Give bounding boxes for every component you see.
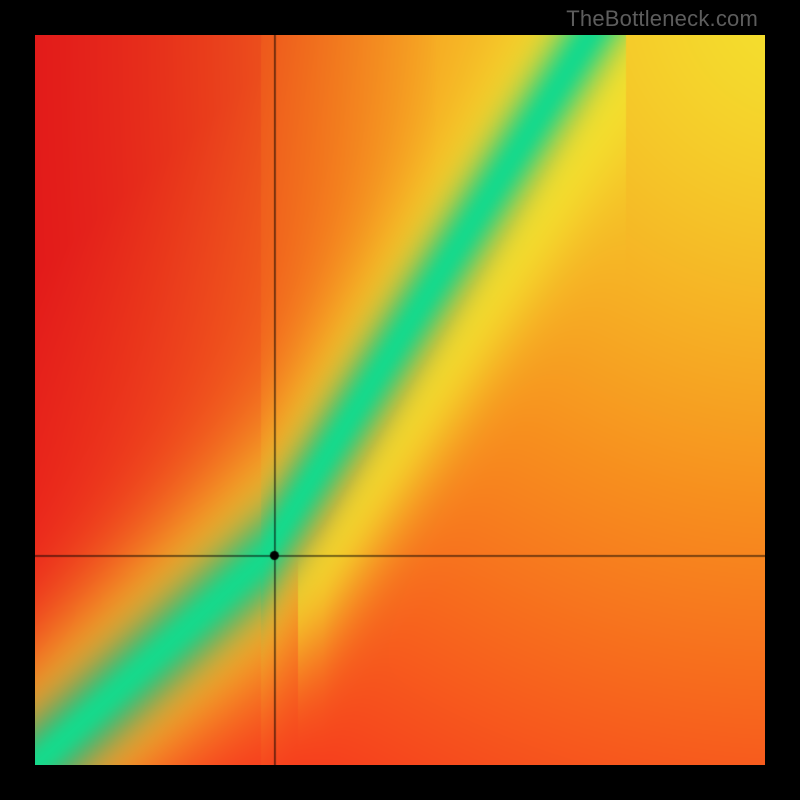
chart-frame: TheBottleneck.com bbox=[0, 0, 800, 800]
bottleneck-heatmap bbox=[35, 35, 765, 765]
watermark-text: TheBottleneck.com bbox=[566, 6, 758, 32]
